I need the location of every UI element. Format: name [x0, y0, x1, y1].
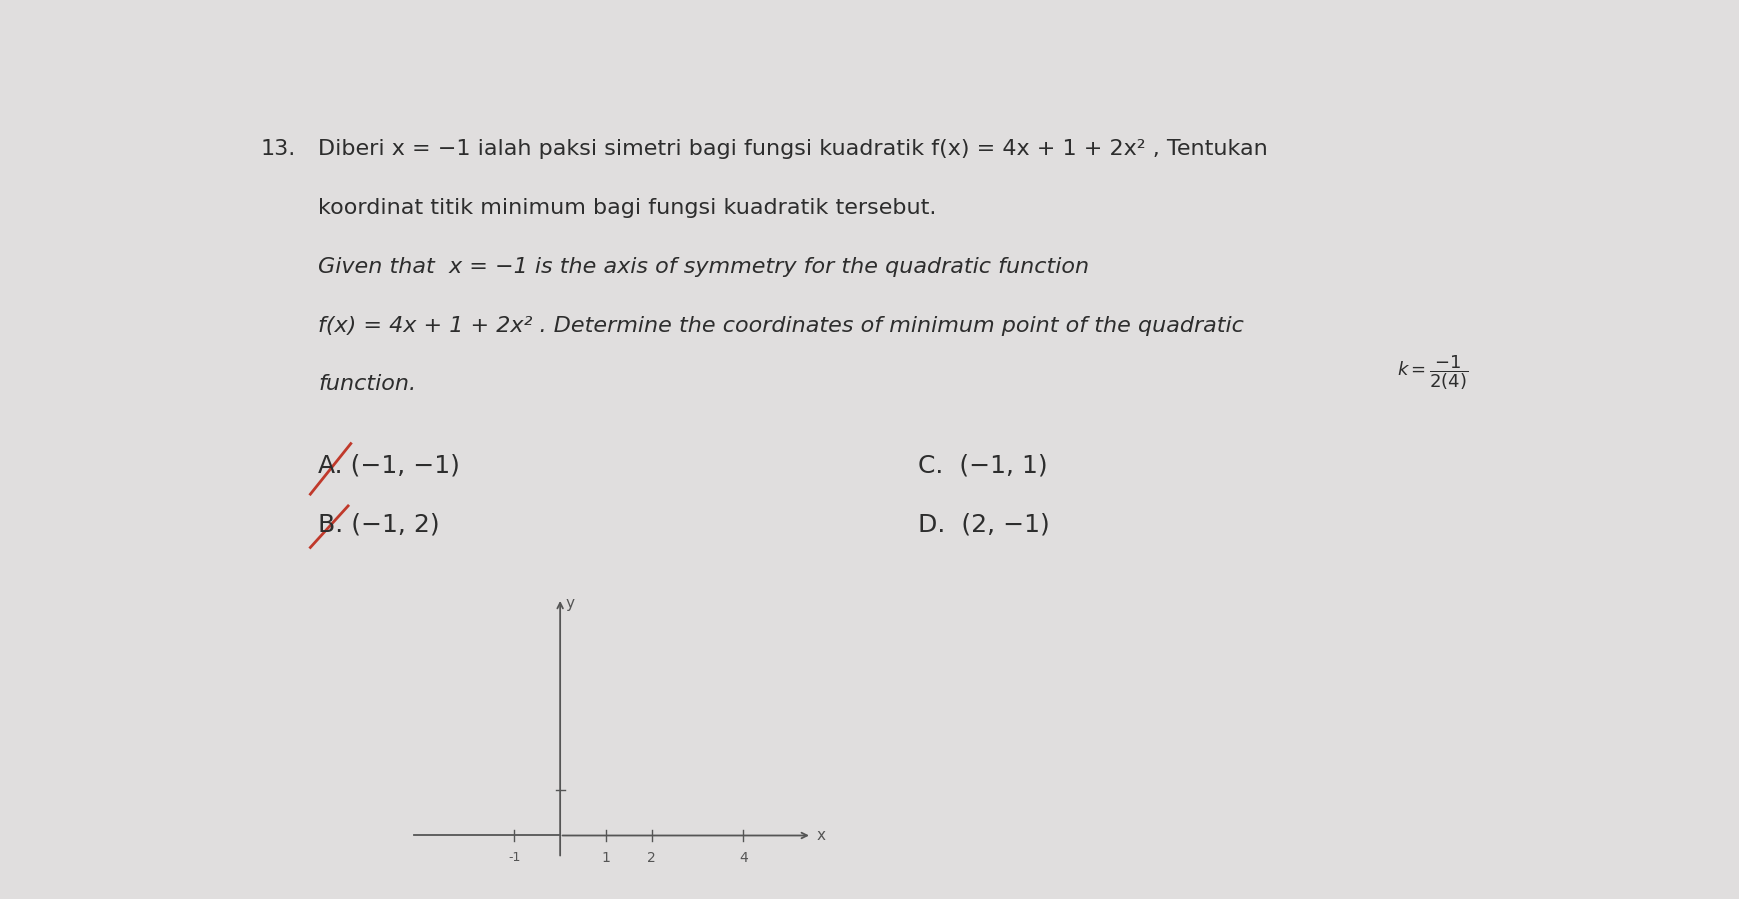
Text: koordinat titik minimum bagi fungsi kuadratik tersebut.: koordinat titik minimum bagi fungsi kuad… — [318, 198, 937, 218]
Text: x: x — [816, 828, 826, 843]
Text: C.  (−1, 1): C. (−1, 1) — [918, 454, 1049, 478]
Text: Given that  x = −1 is the axis of symmetry for the quadratic function: Given that x = −1 is the axis of symmetr… — [318, 257, 1090, 277]
Text: 13.: 13. — [261, 139, 296, 159]
Text: B. (−1, 2): B. (−1, 2) — [318, 512, 440, 537]
Text: $k = \dfrac{-1}{2(4)}$: $k = \dfrac{-1}{2(4)}$ — [1396, 353, 1468, 392]
Text: function.: function. — [318, 374, 417, 395]
Text: Diberi x = −1 ialah paksi simetri bagi fungsi kuadratik f(x) = 4x + 1 + 2x² , Te: Diberi x = −1 ialah paksi simetri bagi f… — [318, 139, 1268, 159]
Text: 1: 1 — [602, 851, 610, 866]
Text: D.  (2, −1): D. (2, −1) — [918, 512, 1050, 537]
Text: 2: 2 — [647, 851, 656, 866]
Text: y: y — [565, 596, 574, 610]
Text: A. (−1, −1): A. (−1, −1) — [318, 454, 461, 478]
Text: -1: -1 — [508, 851, 520, 865]
Text: f(x) = 4x + 1 + 2x² . Determine the coordinates of minimum point of the quadrati: f(x) = 4x + 1 + 2x² . Determine the coor… — [318, 316, 1245, 335]
Text: 4: 4 — [739, 851, 748, 866]
